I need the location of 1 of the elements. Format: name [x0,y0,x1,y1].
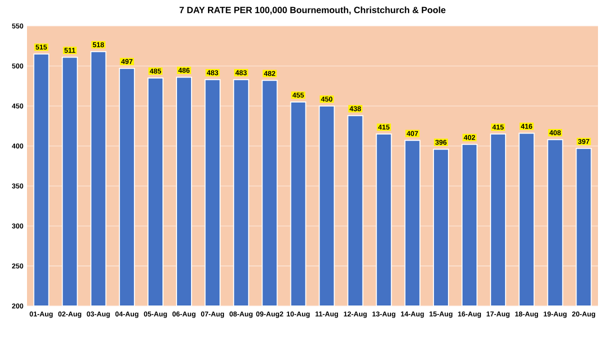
chart-title: 7 DAY RATE PER 100,000 Bournemouth, Christchurch & Poole [180,6,446,14]
